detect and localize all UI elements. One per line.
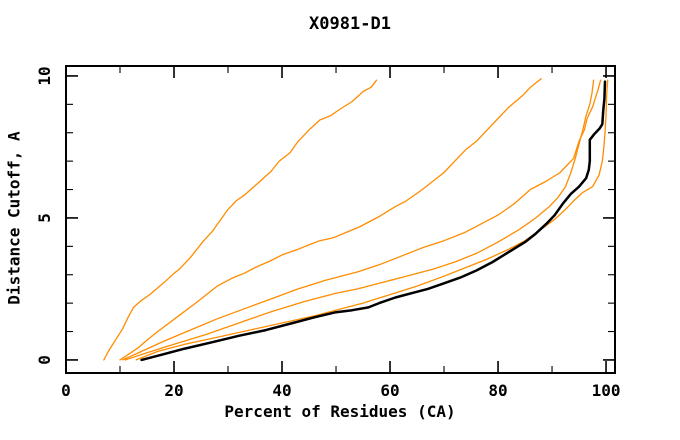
x-axis-tick-label: 40 bbox=[272, 381, 291, 400]
y-axis-label: Distance Cutoff, A bbox=[4, 131, 24, 305]
plot-frame bbox=[65, 65, 616, 374]
y-axis-tick-label: 0 bbox=[35, 355, 54, 365]
x-axis-tick-label: 100 bbox=[592, 381, 621, 400]
model-curve-3 bbox=[122, 79, 602, 361]
x-axis-tick-label: 0 bbox=[61, 381, 71, 400]
chart-title: X0981-D1 bbox=[309, 14, 391, 34]
y-axis-tick-label: 5 bbox=[35, 213, 54, 223]
x-axis-tick-label: 20 bbox=[164, 381, 183, 400]
x-axis-label: Percent of Residues (CA) bbox=[224, 402, 456, 421]
model-curve-4 bbox=[124, 79, 595, 361]
model-curve-5 bbox=[135, 79, 609, 361]
model-curve-2 bbox=[119, 78, 542, 361]
model-curve-1 bbox=[103, 79, 378, 361]
best-model-curve bbox=[140, 80, 607, 362]
y-axis-tick-label: 10 bbox=[35, 66, 54, 85]
x-axis-tick-label: 80 bbox=[488, 381, 507, 400]
x-axis-tick-label: 60 bbox=[380, 381, 399, 400]
